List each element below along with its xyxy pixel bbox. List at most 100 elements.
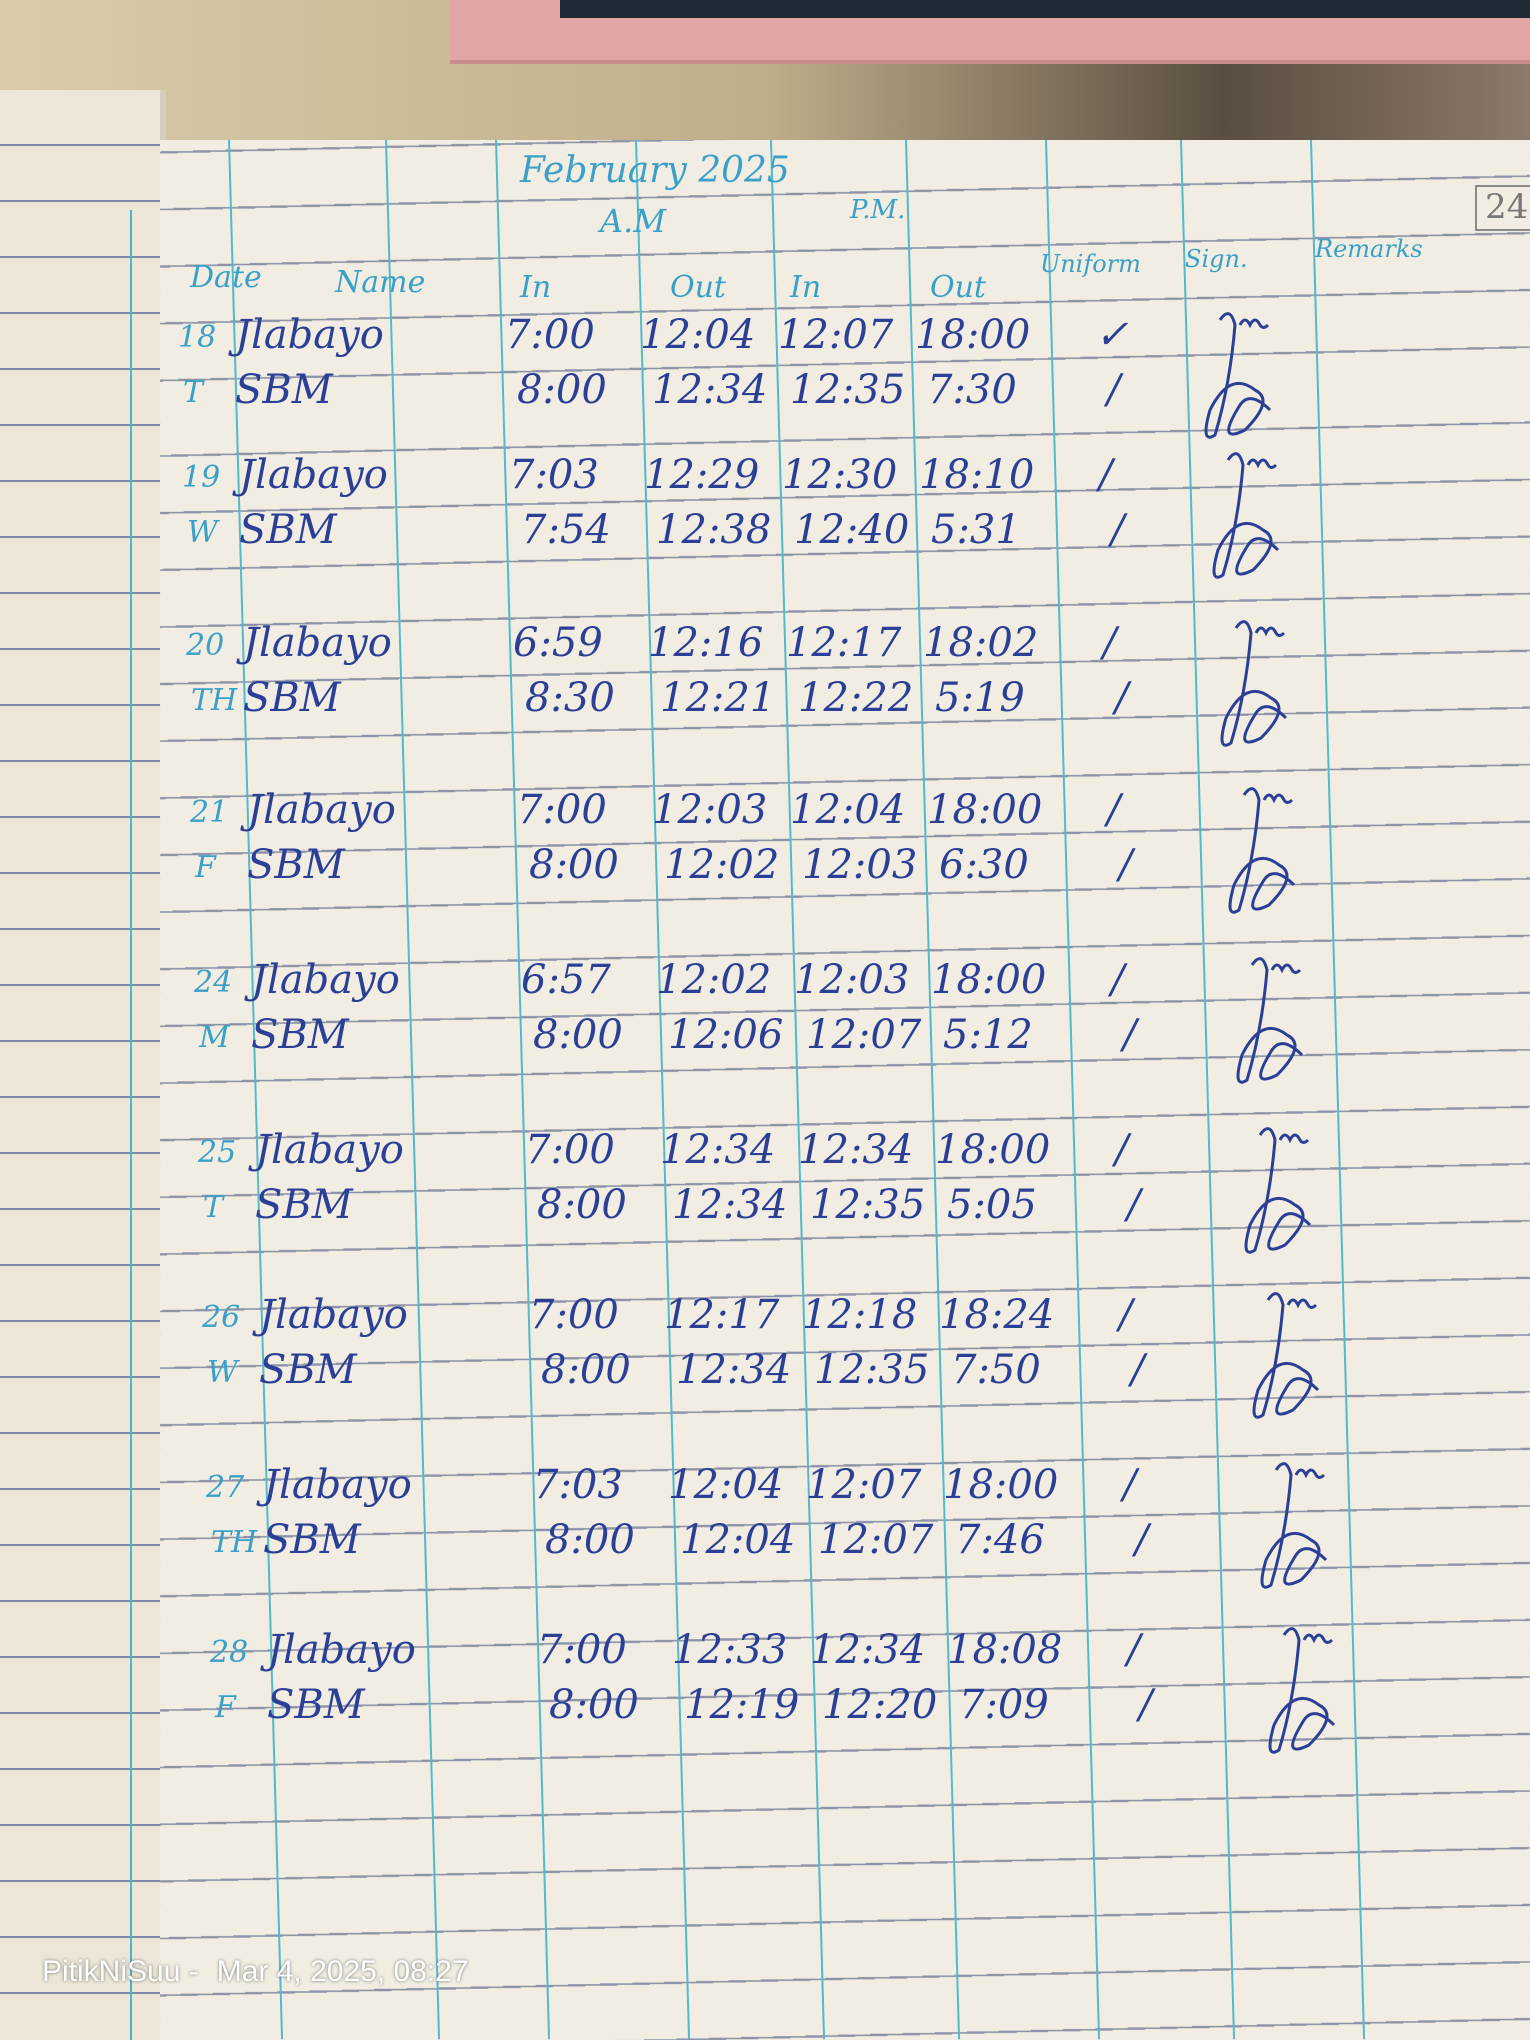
cell-pm-in: 12:07: [806, 1012, 922, 1058]
cell-pm-out: 18:00: [943, 1462, 1059, 1508]
column-header: Out: [930, 270, 986, 305]
column-header: Sign.: [1185, 245, 1248, 273]
cell-pm-in: 12:40: [794, 507, 910, 553]
margin-line: [130, 210, 132, 2040]
column-line: [770, 139, 826, 2040]
cell-name: Jlabayo: [259, 1292, 408, 1338]
cell-am-in: 8:00: [517, 367, 607, 413]
cell-pm-out: 18:02: [923, 620, 1039, 666]
cell-uniform: /: [1111, 957, 1125, 1003]
cell-am-out: 12:03: [652, 787, 768, 833]
entry-weekday: W: [207, 1355, 238, 1390]
cell-uniform: /: [1123, 1462, 1137, 1508]
cell-am-out: 12:34: [660, 1127, 776, 1173]
cell-name: SBM: [247, 842, 345, 888]
monitor-taskbar: [560, 0, 1530, 18]
entry-date: 21: [190, 795, 229, 830]
cell-am-in: 8:00: [537, 1182, 627, 1228]
cell-name: SBM: [243, 675, 341, 721]
cell-name: Jlabayo: [251, 957, 400, 1003]
entry-weekday: TH: [211, 1525, 258, 1560]
cell-am-in: 6:57: [521, 957, 611, 1003]
signature-icon: [1228, 787, 1296, 914]
cell-name: Jlabayo: [267, 1627, 416, 1673]
entry-date: 28: [210, 1635, 249, 1670]
cell-am-in: 8:00: [541, 1347, 631, 1393]
column-header: Date: [190, 260, 262, 295]
cell-am-out: 12:02: [664, 842, 780, 888]
cell-uniform: ✓: [1095, 312, 1129, 358]
column-line: [905, 139, 961, 2040]
cell-am-out: 12:04: [680, 1517, 796, 1563]
cell-am-in: 8:00: [533, 1012, 623, 1058]
entry-weekday: M: [199, 1020, 230, 1055]
cell-pm-out: 18:00: [935, 1127, 1051, 1173]
cell-name: Jlabayo: [239, 452, 388, 498]
cell-pm-out: 18:08: [947, 1627, 1063, 1673]
signature-icon: [1204, 312, 1272, 439]
cell-name: SBM: [255, 1182, 353, 1228]
cell-name: Jlabayo: [243, 620, 392, 666]
cell-am-out: 12:38: [656, 507, 772, 553]
column-header: Name: [335, 265, 426, 300]
cell-am-in: 6:59: [513, 620, 603, 666]
cell-uniform: /: [1103, 620, 1117, 666]
cell-am-in: 8:30: [525, 675, 615, 721]
cell-am-in: 7:00: [505, 312, 595, 358]
cell-pm-out: 18:00: [915, 312, 1031, 358]
watermark-datetime: Mar 4, 2025, 08:27: [216, 1955, 469, 1988]
cell-am-in: 7:03: [533, 1462, 623, 1508]
column-line: [228, 139, 284, 2040]
cell-pm-in: 12:20: [822, 1682, 938, 1728]
cell-am-out: 12:29: [644, 452, 760, 498]
signature-icon: [1244, 1127, 1312, 1254]
cell-uniform: /: [1127, 1182, 1141, 1228]
cell-am-out: 12:02: [656, 957, 772, 1003]
signature-icon: [1268, 1627, 1336, 1754]
cell-am-in: 7:00: [525, 1127, 615, 1173]
entry-weekday: T: [183, 375, 204, 410]
cell-am-in: 7:54: [521, 507, 611, 553]
signature-icon: [1220, 620, 1288, 747]
cell-pm-out: 6:30: [939, 842, 1029, 888]
cell-uniform: /: [1119, 1292, 1133, 1338]
cell-pm-in: 12:07: [778, 312, 894, 358]
cell-am-out: 12:21: [660, 675, 776, 721]
cell-pm-in: 12:17: [786, 620, 902, 666]
cell-pm-out: 7:50: [951, 1347, 1041, 1393]
cell-name: Jlabayo: [235, 312, 384, 358]
cell-uniform: /: [1107, 787, 1121, 833]
entry-date: 27: [206, 1470, 245, 1505]
column-header: In: [790, 270, 822, 305]
cell-uniform: /: [1115, 1127, 1129, 1173]
page-number: 24: [1475, 185, 1530, 231]
cell-uniform: /: [1115, 675, 1129, 721]
cell-pm-out: 5:05: [947, 1182, 1037, 1228]
cell-uniform: /: [1127, 1627, 1141, 1673]
cell-uniform: /: [1099, 452, 1113, 498]
cell-am-out: 12:06: [668, 1012, 784, 1058]
cell-uniform: /: [1111, 507, 1125, 553]
cell-pm-in: 12:18: [802, 1292, 918, 1338]
cell-uniform: /: [1123, 1012, 1137, 1058]
entry-date: 24: [194, 965, 233, 1000]
cell-am-out: 12:04: [668, 1462, 784, 1508]
entry-date: 18: [178, 320, 217, 355]
cell-pm-out: 18:00: [927, 787, 1043, 833]
cell-pm-out: 7:46: [955, 1517, 1045, 1563]
entry-weekday: TH: [191, 683, 238, 718]
entry-weekday: F: [215, 1690, 236, 1725]
entry-date: 26: [202, 1300, 241, 1335]
cell-name: SBM: [235, 367, 333, 413]
cell-uniform: /: [1139, 1682, 1153, 1728]
cell-name: SBM: [239, 507, 337, 553]
cell-name: SBM: [267, 1682, 365, 1728]
cell-am-in: 7:00: [529, 1292, 619, 1338]
cell-name: SBM: [259, 1347, 357, 1393]
photo-watermark: PitikNiSuu - Mar 4, 2025, 08:27: [42, 1955, 487, 1989]
cell-pm-in: 12:07: [806, 1462, 922, 1508]
signature-icon: [1252, 1292, 1320, 1419]
cell-pm-in: 12:03: [802, 842, 918, 888]
column-line: [495, 139, 551, 2040]
am-heading: A.M: [600, 202, 667, 240]
